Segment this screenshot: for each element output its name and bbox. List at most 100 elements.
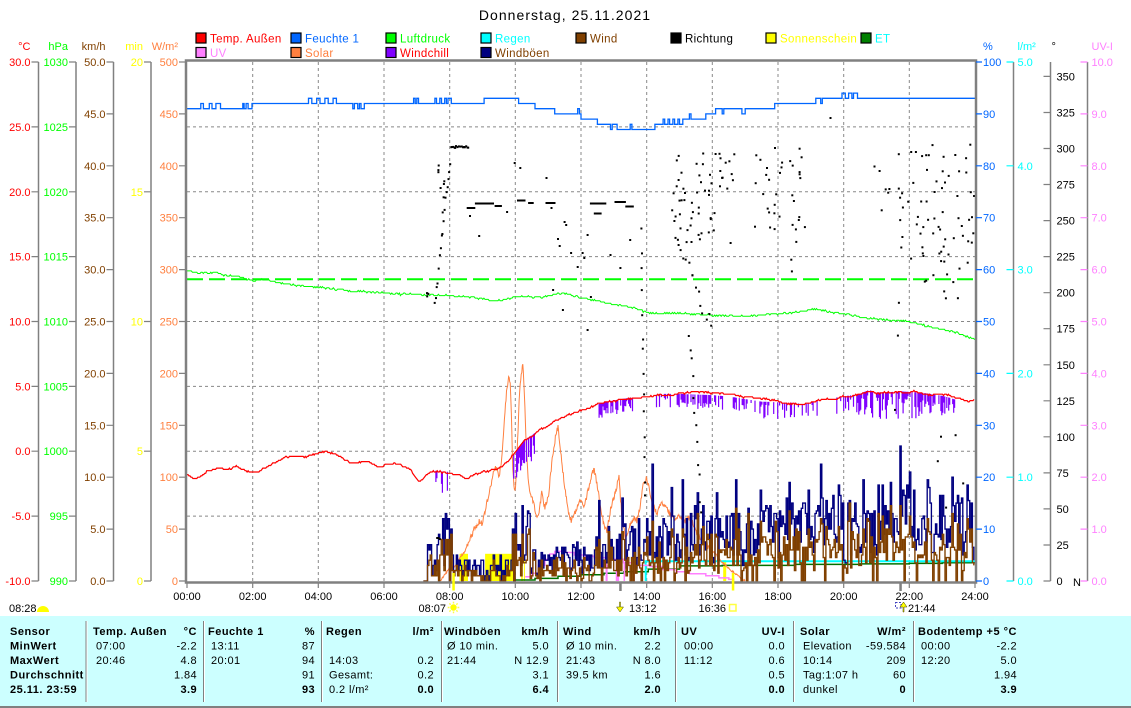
svg-text:350: 350	[1057, 71, 1075, 83]
svg-text:Wind: Wind	[563, 626, 592, 638]
svg-text:07:00: 07:00	[96, 641, 126, 653]
svg-text:6.0: 6.0	[1092, 265, 1107, 277]
svg-text:°C: °C	[184, 626, 197, 638]
svg-text:50.0: 50.0	[84, 57, 105, 69]
svg-text:209: 209	[886, 655, 906, 667]
svg-text:hPa: hPa	[48, 41, 68, 53]
svg-text:13:11: 13:11	[211, 641, 240, 653]
svg-text:°: °	[1052, 41, 1056, 53]
svg-text:2.0: 2.0	[645, 684, 662, 696]
svg-text:Windböen: Windböen	[495, 48, 550, 60]
svg-text:Windchill: Windchill	[400, 48, 449, 60]
svg-text:10:14: 10:14	[803, 655, 833, 667]
svg-text:10:00: 10:00	[502, 591, 530, 603]
svg-text:8.0: 8.0	[1092, 161, 1107, 173]
svg-text:25: 25	[1057, 540, 1069, 552]
svg-text:l/m²: l/m²	[412, 626, 434, 638]
svg-text:4.0: 4.0	[1018, 161, 1033, 173]
svg-text:350: 350	[160, 213, 178, 225]
svg-text:Donnerstag, 25.11.2021: Donnerstag, 25.11.2021	[479, 7, 651, 23]
svg-text:5.0: 5.0	[1001, 655, 1018, 667]
svg-text:150: 150	[160, 420, 178, 432]
svg-text:3.1: 3.1	[533, 670, 550, 682]
svg-text:15.0: 15.0	[9, 252, 30, 264]
svg-text:Feuchte 1: Feuchte 1	[305, 34, 359, 46]
svg-text:UV-I: UV-I	[762, 626, 785, 638]
svg-text:20: 20	[131, 57, 143, 69]
svg-text:94: 94	[302, 655, 315, 667]
svg-text:-5.0: -5.0	[12, 511, 31, 523]
svg-text:0: 0	[1057, 576, 1063, 588]
svg-text:100: 100	[983, 57, 1001, 69]
svg-text:11:12: 11:12	[684, 655, 713, 667]
svg-text:12:20: 12:20	[921, 655, 951, 667]
svg-text:225: 225	[1057, 252, 1075, 264]
svg-text:5.0: 5.0	[1018, 57, 1033, 69]
svg-text:3.0: 3.0	[1018, 265, 1033, 277]
svg-text:MinWert: MinWert	[10, 641, 57, 653]
svg-text:250: 250	[1057, 216, 1075, 228]
svg-text:1.6: 1.6	[645, 670, 662, 682]
svg-text:km/h: km/h	[521, 626, 549, 638]
svg-text:00:00: 00:00	[921, 641, 951, 653]
svg-text:06:00: 06:00	[370, 591, 398, 603]
svg-text:20.0: 20.0	[84, 368, 105, 380]
svg-text:200: 200	[1057, 288, 1075, 300]
svg-text:0: 0	[983, 576, 989, 588]
svg-text:UV: UV	[210, 48, 227, 60]
svg-text:N 12.9: N 12.9	[514, 655, 549, 667]
svg-text:5.0: 5.0	[90, 524, 105, 536]
svg-text:Ø 10 min.: Ø 10 min.	[566, 641, 617, 653]
svg-text:20:01: 20:01	[211, 655, 241, 667]
svg-text:60: 60	[893, 670, 906, 682]
svg-text:Bodentemp +5: Bodentemp +5	[918, 626, 1000, 638]
svg-text:-2.2: -2.2	[176, 641, 197, 653]
svg-text:995: 995	[50, 511, 68, 523]
svg-text:21:43: 21:43	[566, 655, 596, 667]
svg-text:Tag:1:07 h: Tag:1:07 h	[803, 670, 858, 682]
svg-text:°C: °C	[1004, 626, 1017, 638]
svg-text:60: 60	[983, 265, 995, 277]
svg-text:5.0: 5.0	[533, 641, 550, 653]
svg-text:40.0: 40.0	[84, 161, 105, 173]
svg-text:W/m²: W/m²	[152, 41, 179, 53]
svg-text:10.0: 10.0	[1092, 57, 1113, 69]
svg-text:90: 90	[983, 109, 995, 121]
svg-text:-2.2: -2.2	[996, 641, 1017, 653]
svg-text:3.0: 3.0	[1092, 420, 1107, 432]
svg-text:20:00: 20:00	[830, 591, 858, 603]
svg-text:Gesamt:: Gesamt:	[329, 670, 373, 682]
svg-text:16:36: 16:36	[698, 603, 726, 615]
svg-text:Solar: Solar	[800, 626, 830, 638]
svg-text:Temp. Außen: Temp. Außen	[93, 626, 167, 638]
svg-text:14:03: 14:03	[329, 655, 359, 667]
svg-text:MaxWert: MaxWert	[10, 655, 59, 667]
svg-text:0: 0	[899, 684, 906, 696]
svg-text:24:00: 24:00	[961, 591, 989, 603]
svg-text:80: 80	[983, 161, 995, 173]
svg-text:-10.0: -10.0	[5, 576, 30, 588]
svg-text:87: 87	[302, 641, 315, 653]
svg-text:1020: 1020	[44, 187, 68, 199]
svg-text:0.2: 0.2	[418, 655, 435, 667]
svg-text:6.4: 6.4	[533, 684, 550, 696]
svg-text:100: 100	[1057, 432, 1075, 444]
svg-text:200: 200	[160, 368, 178, 380]
svg-text:400: 400	[160, 161, 178, 173]
svg-text:50: 50	[983, 317, 995, 329]
svg-text:N: N	[1073, 577, 1081, 589]
svg-text:Luftdruck: Luftdruck	[400, 34, 450, 46]
svg-text:Wind: Wind	[590, 34, 618, 46]
svg-text:9.0: 9.0	[1092, 109, 1107, 121]
svg-text:100: 100	[160, 472, 178, 484]
svg-text:Durchschnitt: Durchschnitt	[10, 670, 84, 682]
svg-text:450: 450	[160, 109, 178, 121]
svg-text:5.0: 5.0	[1092, 317, 1107, 329]
svg-text:1.0: 1.0	[1018, 472, 1033, 484]
svg-text:1.94: 1.94	[994, 670, 1017, 682]
svg-text:40: 40	[983, 368, 995, 380]
svg-text:25.0: 25.0	[9, 122, 30, 134]
svg-text:°C: °C	[18, 41, 30, 53]
svg-text:3.9: 3.9	[1001, 684, 1018, 696]
svg-text:75: 75	[1057, 468, 1069, 480]
